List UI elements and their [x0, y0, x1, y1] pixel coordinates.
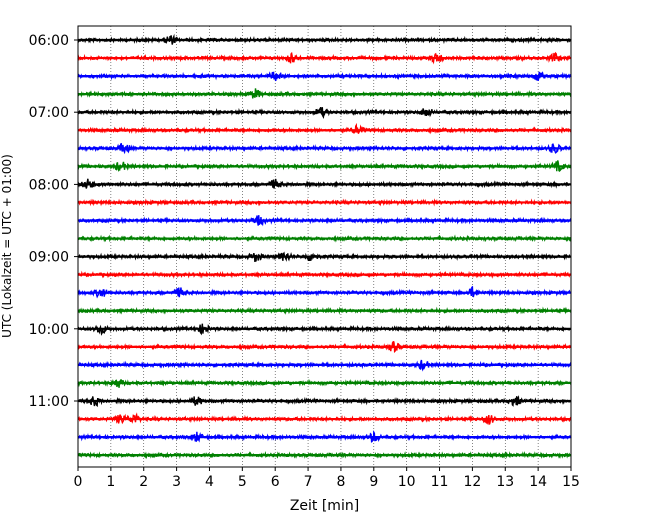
x-tick-label: 6	[271, 474, 280, 490]
plot-frame	[77, 25, 572, 468]
x-tick-label: 12	[463, 474, 481, 490]
x-tick-label: 9	[369, 474, 378, 490]
x-tick-label: 8	[336, 474, 345, 490]
y-tick-label: 07:00	[29, 105, 69, 121]
x-tick-label: 7	[304, 474, 313, 490]
x-tick-label: 4	[205, 474, 214, 490]
x-tick-label: 3	[172, 474, 181, 490]
y-tick-label: 08:00	[29, 177, 69, 193]
y-tick-label: 10:00	[29, 322, 69, 338]
x-tick-label: 5	[238, 474, 247, 490]
x-tick-label: 13	[496, 474, 514, 490]
y-axis-label: UTC (Lokalzeit = UTC + 01:00)	[0, 154, 14, 338]
x-axis-ticks: 0 1 2 3 4 5 6 7 8 9 10 11 12 13 14 15	[74, 467, 580, 490]
y-tick-label: 11:00	[29, 394, 69, 410]
x-tick-label: 1	[106, 474, 115, 490]
x-tick-label: 11	[431, 474, 449, 490]
x-axis-label: Zeit [min]	[290, 498, 359, 514]
x-tick-label: 15	[562, 474, 580, 490]
y-axis-ticks: 06:00 07:00 08:00 09:00 10:00 11:00	[29, 33, 78, 410]
x-tick-label: 14	[529, 474, 547, 490]
x-tick-label: 10	[398, 474, 416, 490]
y-tick-label: 09:00	[29, 250, 69, 266]
x-tick-label: 2	[139, 474, 148, 490]
x-tick-label: 0	[74, 474, 83, 490]
y-tick-label: 06:00	[29, 33, 69, 49]
trace-series	[77, 33, 572, 460]
